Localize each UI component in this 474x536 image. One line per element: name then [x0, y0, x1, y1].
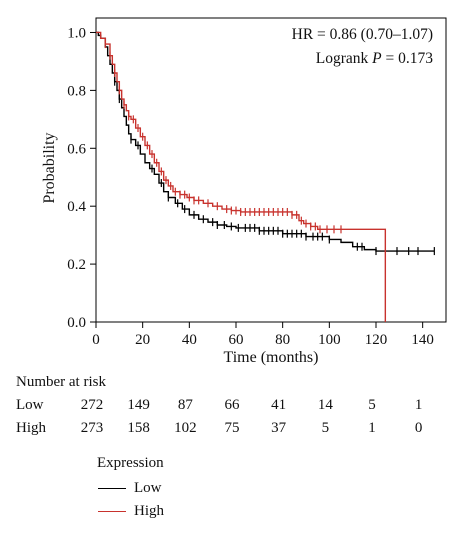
- risk-cell: 5: [368, 397, 376, 413]
- x-tick-label: 60: [229, 332, 244, 348]
- risk-cell: 5: [321, 420, 330, 436]
- risk-cell: 75: [224, 420, 240, 436]
- risk-table-title: Number at risk: [16, 374, 106, 390]
- logrank-p-symbol: P: [371, 50, 382, 67]
- risk-row-high: High 273 158 102 75 37 5 1 0: [0, 420, 474, 440]
- x-tick-label: 0: [92, 332, 100, 348]
- risk-cell: 37: [271, 420, 287, 436]
- risk-cell: 0: [414, 420, 423, 436]
- y-tick-label: 0.0: [67, 315, 86, 331]
- legend-entry-low: Low: [97, 477, 164, 500]
- risk-cell: 149: [127, 397, 150, 413]
- legend: Expression Low High: [97, 455, 164, 523]
- x-tick-label: 120: [365, 332, 388, 348]
- legend-title: Expression: [97, 455, 164, 471]
- legend-swatch-high: [98, 511, 126, 512]
- x-tick-label: 80: [275, 332, 290, 348]
- risk-row-label: Low: [16, 397, 44, 413]
- x-axis-title: Time (months): [224, 349, 319, 366]
- y-tick-label: 1.0: [67, 25, 86, 41]
- legend-label-high: High: [134, 503, 164, 519]
- risk-cell: 66: [224, 397, 240, 413]
- plot-frame: [95, 17, 447, 323]
- risk-cell: 87: [177, 397, 193, 413]
- km-chart: 0 20 40 60 80 100 120 140 0.0 0.2 0.4 0.6 0.8 1.0 Pro…: [41, 17, 447, 366]
- logrank-value: = 0.173: [382, 50, 434, 67]
- risk-cell: 272: [80, 397, 104, 413]
- x-tick-label: 20: [135, 332, 150, 348]
- legend-swatch-low: [98, 488, 126, 489]
- legend-entry-high: High: [97, 500, 164, 523]
- risk-cell: 1: [368, 420, 376, 436]
- y-tick-label: 0.8: [67, 83, 86, 99]
- x-tick-label: 100: [318, 332, 341, 348]
- y-tick-label: 0.6: [67, 141, 86, 157]
- risk-cell: 273: [80, 420, 104, 436]
- series-high: [96, 31, 387, 322]
- logrank-prefix: Logrank: [316, 50, 372, 67]
- risk-row-low: Low 272 149 87 66 41 14 5 1: [0, 397, 474, 417]
- risk-cell: 102: [174, 420, 197, 436]
- survival-line-high: [96, 31, 387, 322]
- y-tick-label: 0.4: [67, 199, 86, 215]
- survival-curves: [96, 31, 435, 322]
- logrank-annotation: Logrank P = 0.173: [316, 50, 433, 67]
- risk-cell: 41: [271, 397, 287, 413]
- risk-cell: 1: [414, 397, 423, 413]
- legend-label-low: Low: [134, 480, 162, 496]
- x-tick-label: 140: [411, 332, 434, 348]
- risk-table: Number at risk Low 272 149 87 66 41 14 5 1 High…: [0, 374, 474, 444]
- axes: 0 20 40 60 80 100 120 140 0.0 0.2 0.4 0.6 0.8 1.0: [67, 17, 447, 348]
- risk-row-label: High: [16, 420, 46, 436]
- x-tick-label: 40: [182, 332, 197, 348]
- risk-cell: 158: [127, 420, 150, 436]
- hazard-ratio-annotation: HR = 0.86 (0.70–1.07): [292, 26, 433, 43]
- risk-cell: 14: [317, 397, 333, 413]
- y-tick-label: 0.2: [67, 257, 86, 273]
- y-axis-title: Probability: [41, 132, 58, 203]
